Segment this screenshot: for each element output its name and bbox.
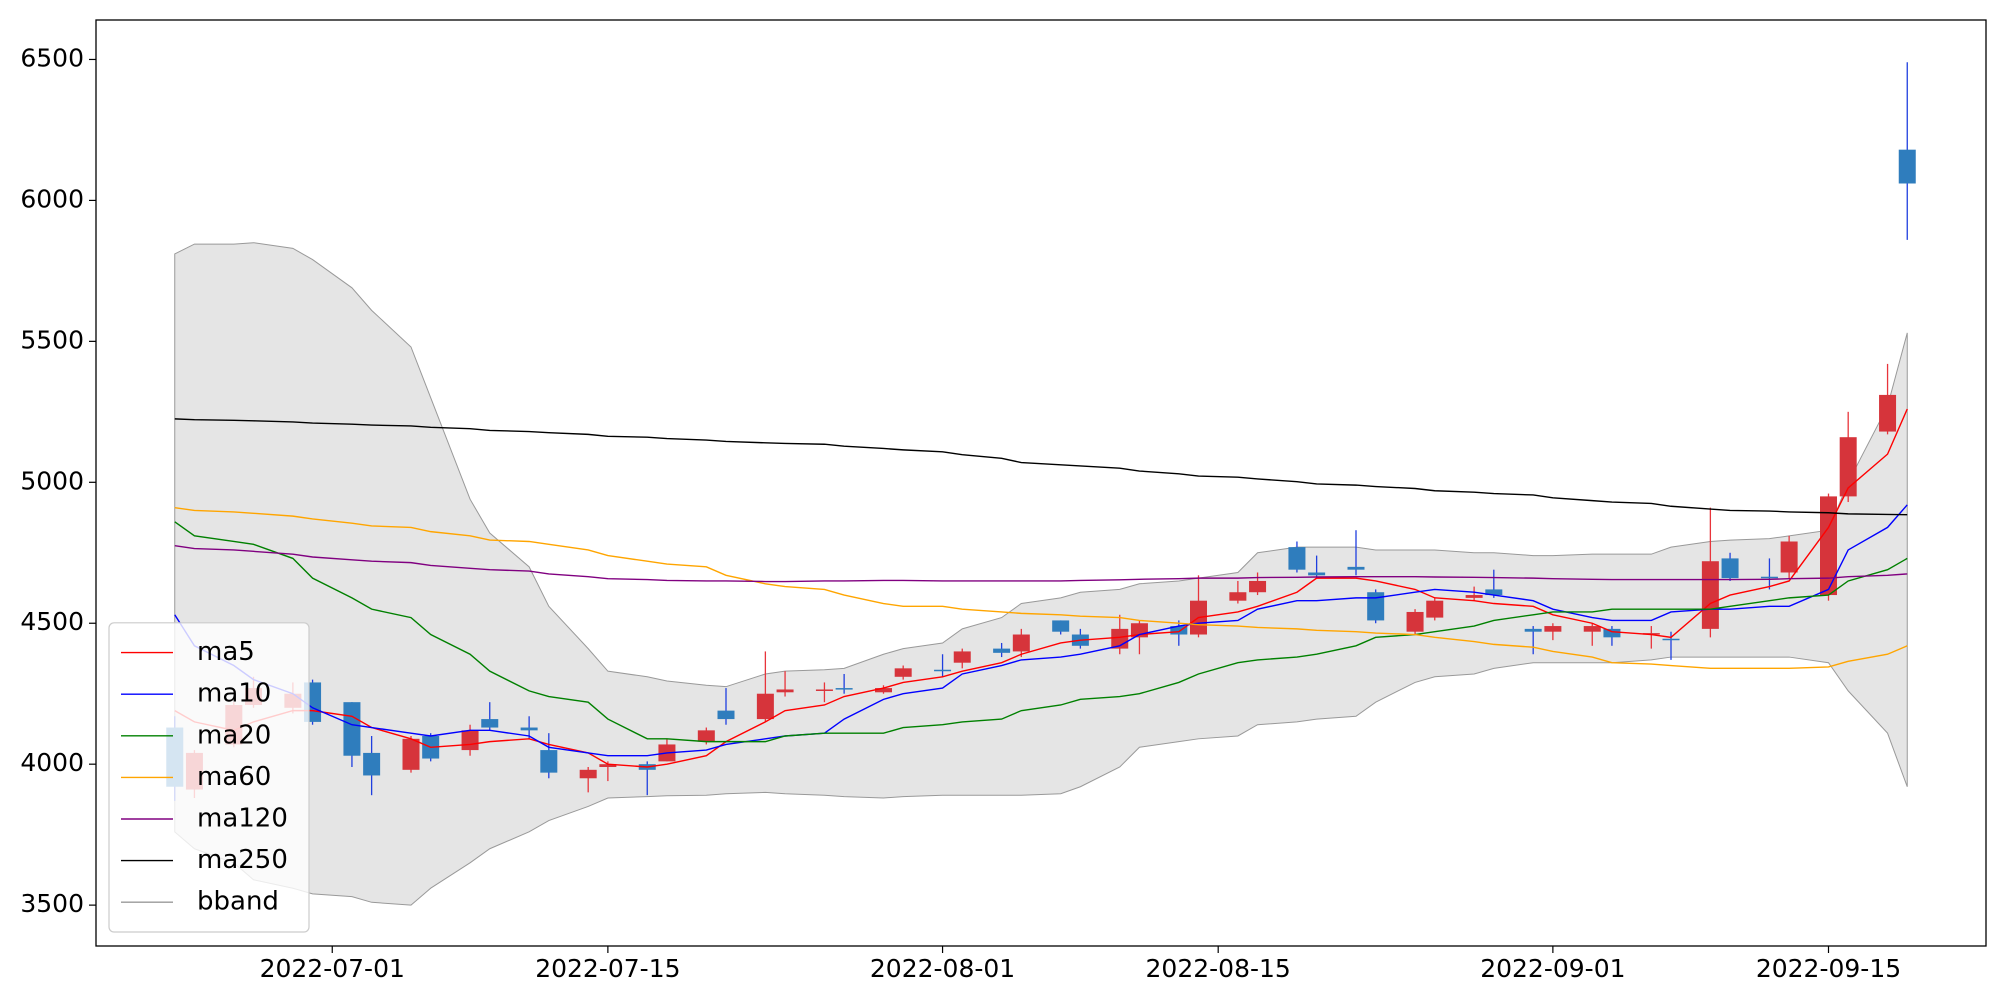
candle-body — [1820, 496, 1837, 596]
plot-frame — [95, 19, 1987, 947]
candle-body — [1052, 620, 1070, 632]
legend-label: ma20 — [197, 720, 271, 750]
candle-body — [1249, 580, 1267, 593]
candle-body — [1879, 394, 1897, 432]
candle-body — [402, 738, 420, 770]
candle-body — [1898, 149, 1916, 184]
candle-body — [1760, 576, 1778, 579]
x-tick-label: 2022-07-15 — [535, 954, 680, 983]
candle-body — [579, 769, 597, 779]
candle-body — [1583, 626, 1601, 632]
legend-box — [108, 622, 310, 933]
y-tick-label: 4000 — [20, 748, 84, 777]
candle-body — [756, 693, 774, 720]
candle-body — [1288, 547, 1306, 570]
legend-label: bband — [197, 887, 279, 917]
candle-body — [481, 719, 499, 728]
candle-body — [1485, 589, 1503, 596]
candle-body — [776, 689, 794, 693]
candle-body — [717, 710, 735, 720]
candle-body — [520, 727, 538, 731]
candle-body — [461, 730, 479, 751]
candle-body — [1662, 638, 1680, 641]
candle-body — [1406, 611, 1424, 632]
x-tick-label: 2022-08-01 — [870, 954, 1015, 983]
candle-body — [1780, 541, 1798, 573]
candle-body — [1839, 437, 1857, 497]
candle-body — [697, 730, 715, 742]
candle-body — [815, 689, 833, 691]
candle-body — [599, 764, 617, 768]
y-tick-label: 5000 — [20, 466, 84, 495]
candle-body — [835, 688, 853, 690]
ma-line — [174, 521, 1908, 743]
legend-label: ma60 — [197, 762, 271, 792]
candle-body — [1367, 592, 1385, 621]
y-tick-label: 3500 — [20, 889, 84, 918]
x-tick-label: 2022-09-01 — [1480, 954, 1625, 983]
legend-label: ma250 — [197, 845, 288, 875]
candle-body — [1544, 626, 1562, 632]
candle-body — [953, 651, 971, 663]
ma-line — [174, 545, 1908, 583]
candle-body — [894, 668, 912, 677]
candle-body — [1347, 566, 1365, 570]
candle-body — [934, 669, 952, 672]
candle-body — [875, 688, 892, 693]
x-tick-label: 2022-08-15 — [1146, 954, 1291, 983]
y-tick-label: 6000 — [20, 184, 84, 213]
candle-body — [1308, 572, 1326, 576]
candle-body — [1012, 634, 1030, 652]
y-tick-label: 4500 — [20, 607, 84, 636]
candle-body — [1524, 628, 1542, 632]
candle-body — [1701, 561, 1719, 629]
legend-label: ma10 — [197, 679, 271, 709]
candle-body — [1465, 595, 1483, 598]
candle-body — [540, 750, 558, 773]
ma-line — [174, 418, 1908, 516]
candle-body — [363, 752, 381, 776]
ma-line — [174, 506, 1908, 670]
y-tick-label: 5500 — [20, 325, 84, 354]
legend-label: ma5 — [197, 637, 255, 667]
candle-body — [1170, 626, 1188, 635]
candle-body — [1229, 592, 1247, 601]
legend-label: ma120 — [197, 804, 288, 834]
candle-body — [1603, 628, 1621, 638]
x-tick-label: 2022-07-01 — [260, 954, 405, 983]
candle-body — [1426, 600, 1444, 618]
ma-line — [174, 408, 1908, 768]
legend: ma5 ma10 ma20 ma60 ma120 ma250 bband — [108, 622, 310, 933]
axes: 3500 4000 4500 5000 5500 6000 6500 2022-07-01 20… — [20, 43, 1901, 983]
ma-line — [174, 504, 1908, 757]
x-tick-label: 2022-09-15 — [1756, 954, 1901, 983]
candle-body — [343, 702, 361, 756]
candle-body — [993, 648, 1011, 653]
candle-body — [1721, 558, 1739, 579]
y-tick-label: 6500 — [20, 43, 84, 72]
